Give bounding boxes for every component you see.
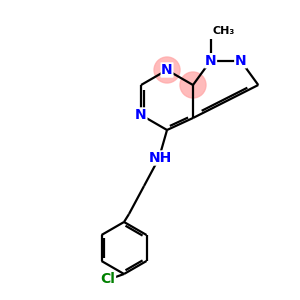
Text: CH₃: CH₃ bbox=[213, 26, 235, 36]
Text: N: N bbox=[135, 108, 147, 122]
Text: N: N bbox=[235, 54, 246, 68]
Circle shape bbox=[180, 72, 206, 98]
Circle shape bbox=[154, 57, 180, 83]
Text: NH: NH bbox=[148, 151, 172, 165]
Text: N: N bbox=[161, 63, 173, 77]
Text: Cl: Cl bbox=[100, 272, 116, 286]
Text: N: N bbox=[205, 54, 216, 68]
